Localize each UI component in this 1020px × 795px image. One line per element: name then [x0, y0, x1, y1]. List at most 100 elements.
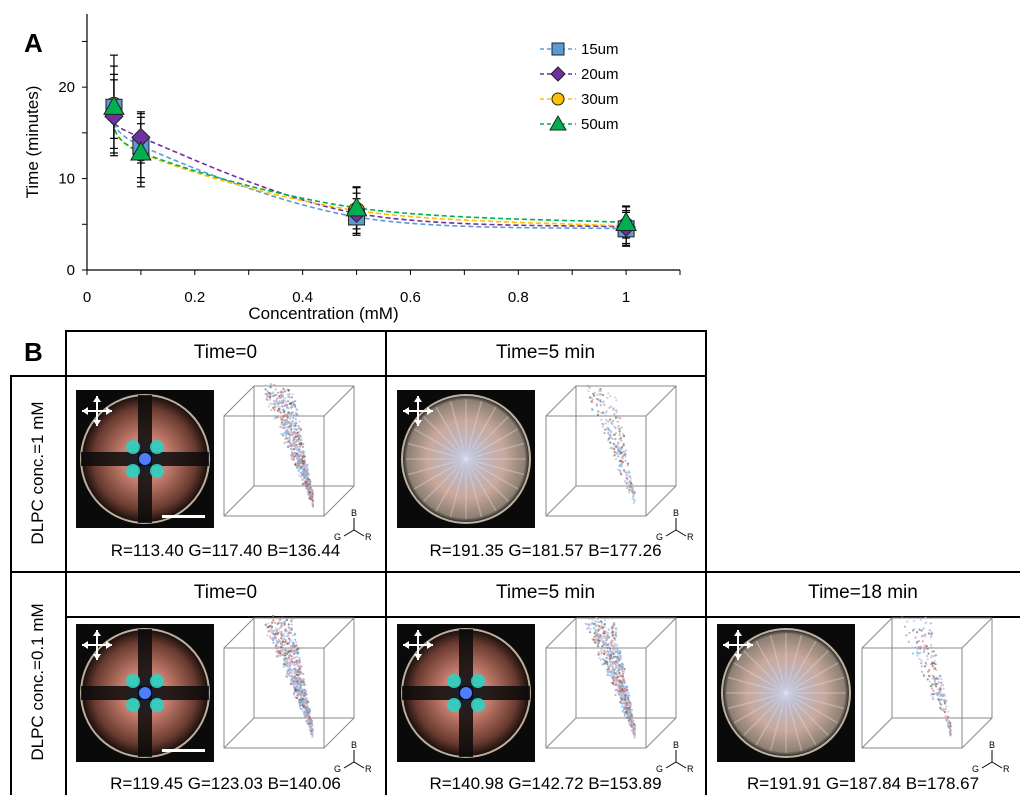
color-point — [591, 621, 594, 624]
color-point — [289, 638, 292, 642]
polarizer-icon — [403, 630, 433, 660]
color-point — [291, 677, 294, 680]
color-point — [633, 499, 636, 503]
y-axis-label: Time (minutes) — [23, 86, 42, 199]
rgb-values: R=119.45 G=123.03 B=140.06 — [110, 774, 341, 793]
color-point — [611, 627, 614, 630]
color-point — [923, 649, 926, 652]
color-point — [613, 637, 616, 640]
color-point — [605, 654, 609, 657]
cube-edge — [545, 617, 577, 649]
color-point — [290, 671, 293, 675]
color-point — [609, 436, 613, 439]
color-point — [288, 657, 291, 660]
color-point — [295, 686, 298, 689]
color-point — [612, 419, 615, 423]
color-point — [627, 691, 630, 694]
color-point — [611, 657, 614, 660]
color-point — [613, 668, 616, 671]
color-point — [618, 460, 622, 463]
rosette-lobe — [150, 464, 164, 478]
color-point — [920, 662, 923, 665]
color-point — [301, 701, 304, 704]
color-point — [943, 702, 947, 705]
microscopy-image — [717, 624, 855, 762]
color-point — [925, 644, 928, 648]
color-point — [311, 502, 314, 506]
color-point — [296, 693, 299, 696]
color-point — [274, 406, 277, 409]
color-point — [287, 412, 290, 415]
color-point — [932, 692, 935, 696]
color-point — [300, 679, 303, 682]
color-point — [288, 637, 291, 640]
color-point — [612, 407, 615, 410]
color-point — [617, 667, 620, 670]
legend-label: 30um — [581, 91, 619, 108]
color-point — [297, 424, 300, 427]
color-point — [621, 667, 624, 671]
color-point — [945, 705, 948, 708]
color-point — [930, 631, 933, 634]
color-point — [304, 720, 308, 723]
color-point — [284, 654, 287, 657]
color-point — [286, 418, 289, 422]
color-point — [594, 622, 597, 625]
color-point — [277, 622, 280, 625]
color-point — [617, 679, 620, 682]
radial-streak — [423, 416, 467, 460]
color-point — [627, 709, 630, 712]
color-point — [298, 662, 301, 665]
color-point — [930, 632, 934, 636]
color-point — [267, 630, 270, 633]
color-point — [292, 448, 295, 451]
color-point — [616, 674, 619, 677]
color-point — [935, 676, 939, 680]
x-tick-label: 0.6 — [400, 289, 421, 306]
color-point — [609, 418, 612, 421]
color-point — [301, 709, 305, 712]
color-point — [604, 641, 607, 644]
color-point — [271, 621, 274, 624]
color-point — [291, 452, 294, 455]
color-point — [942, 692, 945, 695]
color-point — [597, 410, 600, 413]
color-point — [602, 650, 605, 654]
color-point — [606, 633, 609, 637]
color-point — [628, 475, 631, 478]
color-point — [273, 409, 276, 412]
color-point — [297, 469, 300, 472]
color-point — [291, 634, 295, 637]
color-point — [288, 437, 291, 440]
color-point — [912, 619, 915, 623]
legend-label: 50um — [581, 116, 619, 133]
color-point — [916, 652, 919, 655]
color-point — [307, 472, 310, 475]
color-point — [310, 487, 313, 491]
radial-streak — [413, 428, 467, 460]
color-point — [597, 635, 601, 638]
color-point — [930, 687, 934, 690]
cube-edge — [323, 385, 355, 417]
color-point — [618, 428, 621, 431]
color-point — [609, 670, 613, 673]
color-point — [613, 413, 616, 416]
color-point — [274, 388, 277, 391]
color-point — [596, 393, 599, 397]
color-point — [282, 665, 285, 668]
column-header: Time=0 — [193, 582, 258, 603]
color-point — [303, 476, 306, 479]
cube-edge — [323, 617, 355, 649]
color-point — [293, 683, 296, 687]
polarizer-icon — [723, 630, 753, 660]
color-point — [293, 645, 296, 648]
color-point — [617, 455, 620, 458]
color-point — [614, 693, 617, 697]
rosette-center — [460, 687, 472, 699]
color-point — [300, 450, 303, 454]
color-point — [287, 667, 290, 670]
color-point — [913, 628, 916, 631]
color-point — [932, 650, 935, 653]
color-point — [293, 656, 296, 659]
color-point — [629, 723, 632, 726]
